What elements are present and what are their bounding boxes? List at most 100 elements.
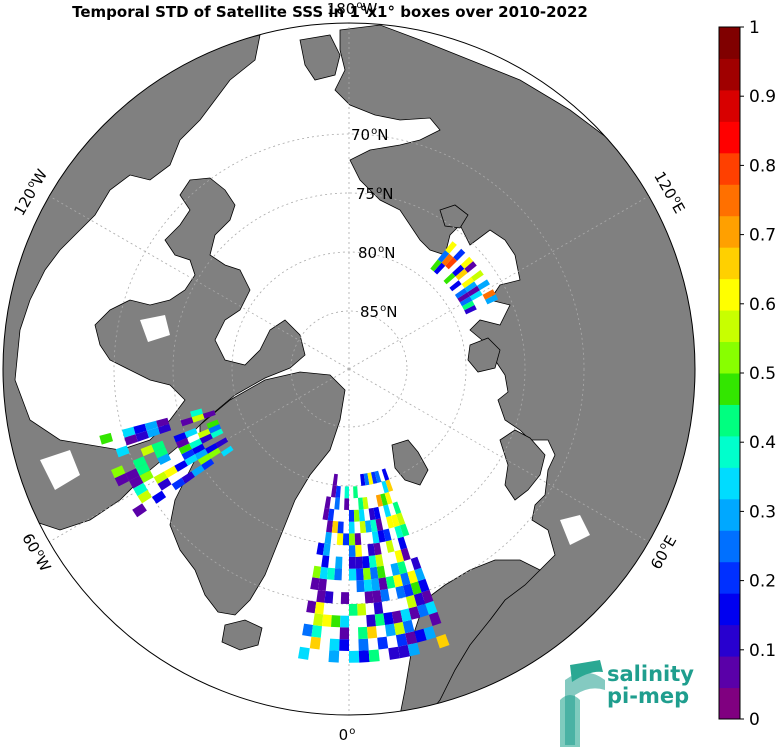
std-cell xyxy=(158,424,172,434)
std-cell xyxy=(482,289,496,300)
std-cell xyxy=(418,578,430,593)
colorbar-swatch xyxy=(719,624,740,657)
std-cell xyxy=(373,542,382,556)
std-cell xyxy=(437,250,450,263)
std-cell xyxy=(464,261,477,273)
colorbar-swatch xyxy=(719,561,740,594)
std-cell xyxy=(191,413,205,423)
std-cell xyxy=(154,447,168,459)
std-cell xyxy=(376,565,386,579)
std-cell xyxy=(173,432,187,443)
colorbar: 0 0.1 0.2 0.3 0.4 0.5 0.6 0.7 0.8 0.9 1 xyxy=(718,18,776,730)
std-cell xyxy=(358,650,370,663)
std-cell xyxy=(302,623,313,637)
std-cell xyxy=(385,575,396,589)
std-cell xyxy=(181,449,195,461)
std-cell xyxy=(443,272,456,285)
std-cell xyxy=(378,577,388,591)
land-novaya-zemlya xyxy=(499,429,546,501)
std-cell xyxy=(375,518,384,531)
colorbar-swatch xyxy=(719,656,740,689)
std-cell xyxy=(111,465,126,479)
std-cell xyxy=(355,544,363,557)
std-cell xyxy=(467,285,480,297)
std-cell xyxy=(399,523,410,537)
colorbar-swatch xyxy=(719,498,740,531)
colorbar-tick-label: 0.2 xyxy=(749,572,776,592)
std-cell xyxy=(184,428,198,438)
std-cell xyxy=(137,490,152,504)
logo-line1: salinity xyxy=(607,662,694,686)
std-cell xyxy=(322,543,331,556)
std-cell xyxy=(326,567,336,580)
std-cell xyxy=(340,615,349,628)
map-disc xyxy=(3,23,695,715)
std-cell xyxy=(298,646,310,660)
std-cell xyxy=(407,642,421,657)
std-cell xyxy=(400,547,411,561)
std-cell xyxy=(366,614,376,627)
std-cell xyxy=(202,410,216,419)
std-cell xyxy=(151,440,166,452)
std-cell xyxy=(383,504,392,518)
std-cell xyxy=(395,585,406,599)
std-cell xyxy=(410,581,422,595)
std-cell xyxy=(326,520,333,533)
std-cell xyxy=(381,480,389,494)
std-cell xyxy=(369,566,379,580)
std-cell xyxy=(371,471,378,484)
std-cell xyxy=(321,555,330,568)
std-cell xyxy=(208,424,222,434)
std-cell xyxy=(205,443,219,454)
lon-label-60e: 60oE xyxy=(647,533,680,573)
std-cell xyxy=(310,577,320,591)
std-cell xyxy=(355,556,363,569)
std-cell xyxy=(407,570,418,584)
std-cell xyxy=(380,588,390,602)
std-cell xyxy=(322,507,330,521)
land-severnaya xyxy=(467,337,501,373)
std-cell xyxy=(403,583,414,597)
std-cell xyxy=(433,262,446,275)
std-cell xyxy=(156,417,170,428)
std-cell xyxy=(334,568,342,581)
std-cell xyxy=(445,241,457,254)
std-cell xyxy=(445,257,457,270)
lat-label-80: 80oN xyxy=(358,244,395,262)
std-cell xyxy=(363,473,370,486)
std-cell xyxy=(391,514,400,528)
std-cell xyxy=(421,589,434,604)
std-cell xyxy=(319,566,329,580)
std-cell xyxy=(344,498,349,510)
std-cell xyxy=(397,561,408,575)
std-cell xyxy=(199,433,213,444)
land-holes xyxy=(40,110,610,660)
colorbar-swatch xyxy=(719,247,740,280)
std-cell xyxy=(368,555,377,568)
std-cell xyxy=(371,578,381,591)
std-cell xyxy=(174,460,188,472)
std-cell xyxy=(349,603,358,616)
colorbar-tick-label: 0.4 xyxy=(749,433,776,453)
std-cell xyxy=(356,580,365,593)
colorbar-tick-label: 0.5 xyxy=(749,364,776,384)
std-cell xyxy=(398,644,411,659)
colorbar-swatch xyxy=(719,687,740,720)
std-cell xyxy=(312,565,322,579)
std-cell xyxy=(391,610,403,624)
std-cell xyxy=(344,486,349,499)
std-cell xyxy=(358,638,369,651)
std-cell xyxy=(139,470,154,483)
std-cell xyxy=(453,248,466,261)
land-scandinavia xyxy=(399,559,541,715)
std-cell xyxy=(380,493,388,506)
std-cell xyxy=(362,567,372,580)
std-cell xyxy=(340,592,349,604)
colorbar-tick-label: 0.1 xyxy=(749,641,776,661)
std-cell xyxy=(383,528,392,542)
colorbar-tick-label: 0.9 xyxy=(749,87,776,107)
std-cell xyxy=(114,473,130,487)
std-cell xyxy=(394,525,404,539)
std-cell xyxy=(414,567,426,582)
std-cells xyxy=(99,241,499,663)
